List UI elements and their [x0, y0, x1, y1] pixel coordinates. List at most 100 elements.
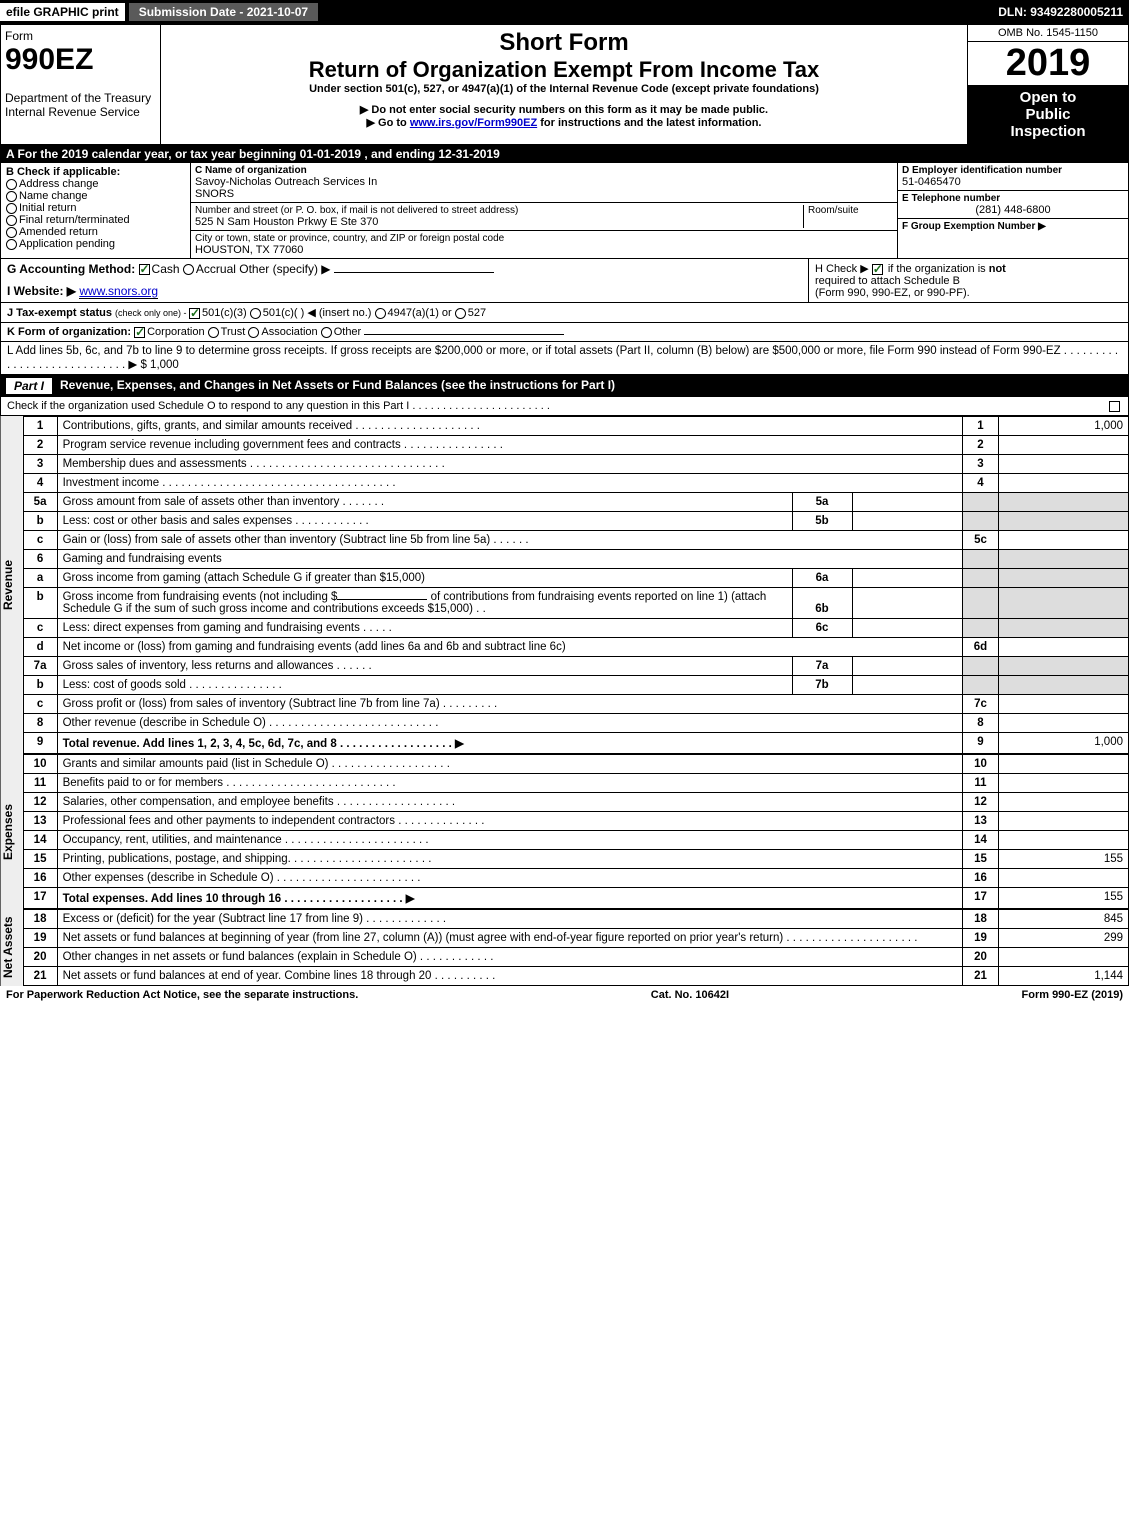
line-16: 16Other expenses (describe in Schedule O…	[23, 869, 1128, 888]
chk-trust[interactable]	[208, 327, 219, 338]
k-other: Other	[334, 326, 362, 338]
chk-other-org[interactable]	[321, 327, 332, 338]
line-9: 9Total revenue. Add lines 1, 2, 3, 4, 5c…	[23, 733, 1128, 754]
org-column: C Name of organization Savoy-Nicholas Ou…	[191, 163, 898, 258]
line-6c: cLess: direct expenses from gaming and f…	[23, 619, 1128, 638]
line-5b: bLess: cost or other basis and sales exp…	[23, 512, 1128, 531]
goto-tail: for instructions and the latest informat…	[540, 117, 761, 129]
efile-print-label[interactable]: efile GRAPHIC print	[0, 3, 125, 21]
right-column: D Employer identification number 51-0465…	[898, 163, 1128, 258]
chk-accrual[interactable]	[183, 264, 194, 275]
line-5c: cGain or (loss) from sale of assets othe…	[23, 531, 1128, 550]
g-label: G Accounting Method:	[7, 262, 135, 276]
l-amount: 1,000	[150, 359, 179, 371]
chk-501c3[interactable]	[189, 308, 200, 319]
j-4947: 4947(a)(1) or	[388, 307, 452, 319]
line-12: 12Salaries, other compensation, and empl…	[23, 793, 1128, 812]
info-grid: B Check if applicable: Address change Na…	[0, 163, 1129, 259]
open-line2: Public	[972, 106, 1124, 123]
header-center: Short Form Return of Organization Exempt…	[161, 25, 968, 144]
open-to-public: Open to Public Inspection	[968, 85, 1128, 144]
dept-irs: Internal Revenue Service	[5, 105, 156, 119]
chk-cash[interactable]	[139, 264, 150, 275]
h-req: required to attach Schedule B	[815, 275, 1122, 287]
chk-amended-return[interactable]: Amended return	[6, 226, 185, 238]
dln: DLN: 93492280005211	[998, 5, 1129, 19]
j-501c: 501(c)( ) ◀ (insert no.)	[263, 307, 372, 319]
line-15: 15Printing, publications, postage, and s…	[23, 850, 1128, 869]
form-header: Form 990EZ Department of the Treasury In…	[0, 24, 1129, 145]
chk-schedule-b[interactable]	[872, 264, 883, 275]
line-5a: 5aGross amount from sale of assets other…	[23, 493, 1128, 512]
revenue-label: Revenue	[1, 416, 23, 754]
g-block: G Accounting Method: Cash Accrual Other …	[1, 259, 808, 302]
header-right: OMB No. 1545-1150 2019 Open to Public In…	[968, 25, 1128, 144]
chk-schedule-o[interactable]	[1109, 401, 1120, 412]
netassets-label: Net Assets	[1, 909, 23, 986]
chk-527[interactable]	[455, 308, 466, 319]
j-row: J Tax-exempt status (check only one) - 5…	[0, 303, 1129, 323]
footer-left: For Paperwork Reduction Act Notice, see …	[6, 989, 358, 1001]
return-subtitle: Under section 501(c), 527, or 4947(a)(1)…	[165, 83, 963, 95]
k-trust: Trust	[221, 326, 246, 338]
org-name-block: C Name of organization Savoy-Nicholas Ou…	[191, 163, 897, 203]
org-name-1: Savoy-Nicholas Outreach Services In	[195, 176, 893, 188]
chk-initial-return[interactable]: Initial return	[6, 202, 185, 214]
j-501c3: 501(c)(3)	[202, 307, 247, 319]
b-label: B Check if applicable:	[6, 166, 185, 178]
chk-4947[interactable]	[375, 308, 386, 319]
g-other-input[interactable]	[334, 272, 494, 273]
h-not: not	[989, 263, 1006, 275]
return-title: Return of Organization Exempt From Incom…	[165, 57, 963, 83]
group-exemption-block: F Group Exemption Number ▶	[898, 219, 1128, 234]
dept-treasury: Department of the Treasury	[5, 91, 156, 105]
tax-year: 2019	[968, 42, 1128, 85]
h-label: H Check ▶	[815, 263, 869, 275]
period-row: A For the 2019 calendar year, or tax yea…	[0, 145, 1129, 163]
line-6a: aGross income from gaming (attach Schedu…	[23, 569, 1128, 588]
expenses-table: 10Grants and similar amounts paid (list …	[23, 754, 1129, 909]
chk-corporation[interactable]	[134, 327, 145, 338]
line-17: 17Total expenses. Add lines 10 through 1…	[23, 888, 1128, 909]
ssn-warning: ▶ Do not enter social security numbers o…	[165, 103, 963, 116]
chk-address-change[interactable]: Address change	[6, 178, 185, 190]
chk-final-return[interactable]: Final return/terminated	[6, 214, 185, 226]
line-8: 8Other revenue (describe in Schedule O) …	[23, 714, 1128, 733]
chk-501c[interactable]	[250, 308, 261, 319]
line-2: 2Program service revenue including gover…	[23, 436, 1128, 455]
check-b-column: B Check if applicable: Address change Na…	[1, 163, 191, 258]
h-tail: if the organization is	[888, 263, 989, 275]
expenses-label: Expenses	[1, 754, 23, 909]
f-label: F Group Exemption Number ▶	[902, 221, 1124, 232]
submission-date: Submission Date - 2021-10-07	[129, 3, 318, 21]
k-other-input[interactable]	[364, 334, 564, 335]
phone-value: (281) 448-6800	[902, 204, 1124, 216]
d-label: D Employer identification number	[902, 165, 1124, 176]
line-4: 4Investment income . . . . . . . . . . .…	[23, 474, 1128, 493]
goto-link[interactable]: www.irs.gov/Form990EZ	[410, 117, 537, 129]
e-label: E Telephone number	[902, 193, 1124, 204]
i-label: I Website: ▶	[7, 284, 76, 298]
website-link[interactable]: www.snors.org	[79, 284, 158, 299]
city-label: City or town, state or province, country…	[195, 233, 893, 244]
line-6: 6Gaming and fundraising events	[23, 550, 1128, 569]
line-10: 10Grants and similar amounts paid (list …	[23, 755, 1128, 774]
chk-application-pending[interactable]: Application pending	[6, 238, 185, 250]
line-21: 21Net assets or fund balances at end of …	[23, 967, 1128, 986]
goto-row: ▶ Go to www.irs.gov/Form990EZ for instru…	[165, 116, 963, 129]
org-addr-block: Number and street (or P. O. box, if mail…	[191, 203, 897, 231]
header-left: Form 990EZ Department of the Treasury In…	[1, 25, 161, 144]
chk-association[interactable]	[248, 327, 259, 338]
chk-name-change[interactable]: Name change	[6, 190, 185, 202]
goto-pre: ▶ Go to	[367, 117, 410, 129]
j-label: J Tax-exempt status	[7, 307, 115, 319]
open-line1: Open to	[972, 89, 1124, 106]
part1-label: Part I	[6, 378, 52, 394]
omb-number: OMB No. 1545-1150	[968, 25, 1128, 42]
footer: For Paperwork Reduction Act Notice, see …	[0, 986, 1129, 1004]
line-6d: dNet income or (loss) from gaming and fu…	[23, 638, 1128, 657]
org-name-2: SNORS	[195, 188, 893, 200]
part1-header: Part I Revenue, Expenses, and Changes in…	[0, 375, 1129, 397]
expenses-section: Expenses 10Grants and similar amounts pa…	[0, 754, 1129, 909]
room-suite-label: Room/suite	[803, 205, 893, 228]
